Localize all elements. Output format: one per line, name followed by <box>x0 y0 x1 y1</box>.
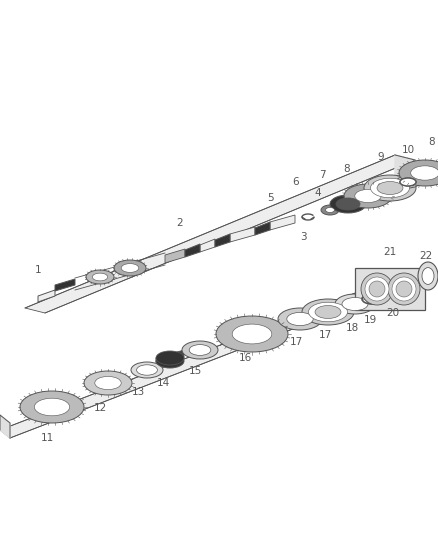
Text: 9: 9 <box>378 152 384 162</box>
Text: 22: 22 <box>419 251 433 261</box>
Ellipse shape <box>86 270 114 284</box>
Text: 14: 14 <box>156 378 170 388</box>
Ellipse shape <box>380 285 406 297</box>
Polygon shape <box>38 290 55 302</box>
Polygon shape <box>255 222 270 235</box>
Ellipse shape <box>84 371 132 395</box>
Text: 19: 19 <box>364 315 377 325</box>
Ellipse shape <box>287 312 313 326</box>
Polygon shape <box>355 268 425 310</box>
Text: 17: 17 <box>318 330 332 340</box>
Ellipse shape <box>95 376 121 390</box>
Ellipse shape <box>302 299 354 325</box>
Text: 13: 13 <box>131 387 145 397</box>
Polygon shape <box>165 249 185 263</box>
Ellipse shape <box>369 281 385 297</box>
Text: 20: 20 <box>386 308 399 318</box>
Ellipse shape <box>336 198 360 210</box>
Ellipse shape <box>422 268 434 285</box>
Ellipse shape <box>335 294 375 314</box>
Ellipse shape <box>396 281 412 297</box>
Polygon shape <box>230 227 255 242</box>
Text: 6: 6 <box>293 177 299 187</box>
Ellipse shape <box>131 362 163 378</box>
Ellipse shape <box>35 398 70 416</box>
Text: 11: 11 <box>40 433 53 443</box>
Polygon shape <box>156 350 184 366</box>
Text: 1: 1 <box>35 265 41 275</box>
Ellipse shape <box>371 178 410 198</box>
Ellipse shape <box>156 351 184 365</box>
Text: 3: 3 <box>300 232 306 242</box>
Text: 17: 17 <box>290 337 303 347</box>
Text: 15: 15 <box>188 366 201 376</box>
Ellipse shape <box>114 260 146 276</box>
Ellipse shape <box>156 354 184 368</box>
Ellipse shape <box>388 273 420 305</box>
Text: 7: 7 <box>319 170 325 180</box>
Ellipse shape <box>308 302 347 322</box>
Text: 5: 5 <box>267 193 273 203</box>
Polygon shape <box>0 270 425 438</box>
Ellipse shape <box>92 273 108 281</box>
Text: 12: 12 <box>93 403 106 413</box>
Polygon shape <box>270 215 295 230</box>
Ellipse shape <box>216 316 288 352</box>
Ellipse shape <box>321 205 339 215</box>
Ellipse shape <box>182 341 218 359</box>
Ellipse shape <box>392 277 416 301</box>
Polygon shape <box>215 234 230 247</box>
Ellipse shape <box>20 391 84 423</box>
Ellipse shape <box>377 182 403 195</box>
Ellipse shape <box>364 175 416 201</box>
Text: 4: 4 <box>314 188 321 198</box>
Ellipse shape <box>411 166 438 180</box>
Ellipse shape <box>137 365 157 375</box>
Ellipse shape <box>278 308 322 330</box>
Text: 16: 16 <box>238 353 251 363</box>
Ellipse shape <box>399 178 417 186</box>
Ellipse shape <box>399 160 438 186</box>
Polygon shape <box>395 155 415 185</box>
Ellipse shape <box>361 273 393 305</box>
Polygon shape <box>0 415 10 438</box>
Text: 8: 8 <box>429 137 435 147</box>
Text: 10: 10 <box>402 145 414 155</box>
Text: 2: 2 <box>177 218 184 228</box>
Ellipse shape <box>355 189 381 203</box>
Ellipse shape <box>338 199 358 209</box>
Ellipse shape <box>121 264 139 272</box>
Ellipse shape <box>325 207 335 213</box>
Ellipse shape <box>189 345 211 356</box>
Text: 18: 18 <box>346 323 359 333</box>
Text: 21: 21 <box>383 247 397 257</box>
Ellipse shape <box>344 184 392 208</box>
Ellipse shape <box>315 305 341 319</box>
Ellipse shape <box>330 195 366 213</box>
Ellipse shape <box>371 280 415 302</box>
Polygon shape <box>200 239 215 252</box>
Polygon shape <box>25 155 415 313</box>
Ellipse shape <box>342 297 368 311</box>
Polygon shape <box>185 244 200 257</box>
Ellipse shape <box>396 176 420 188</box>
Text: 8: 8 <box>344 164 350 174</box>
Ellipse shape <box>418 262 438 290</box>
Ellipse shape <box>232 324 272 344</box>
Polygon shape <box>55 279 75 291</box>
Ellipse shape <box>365 277 389 301</box>
